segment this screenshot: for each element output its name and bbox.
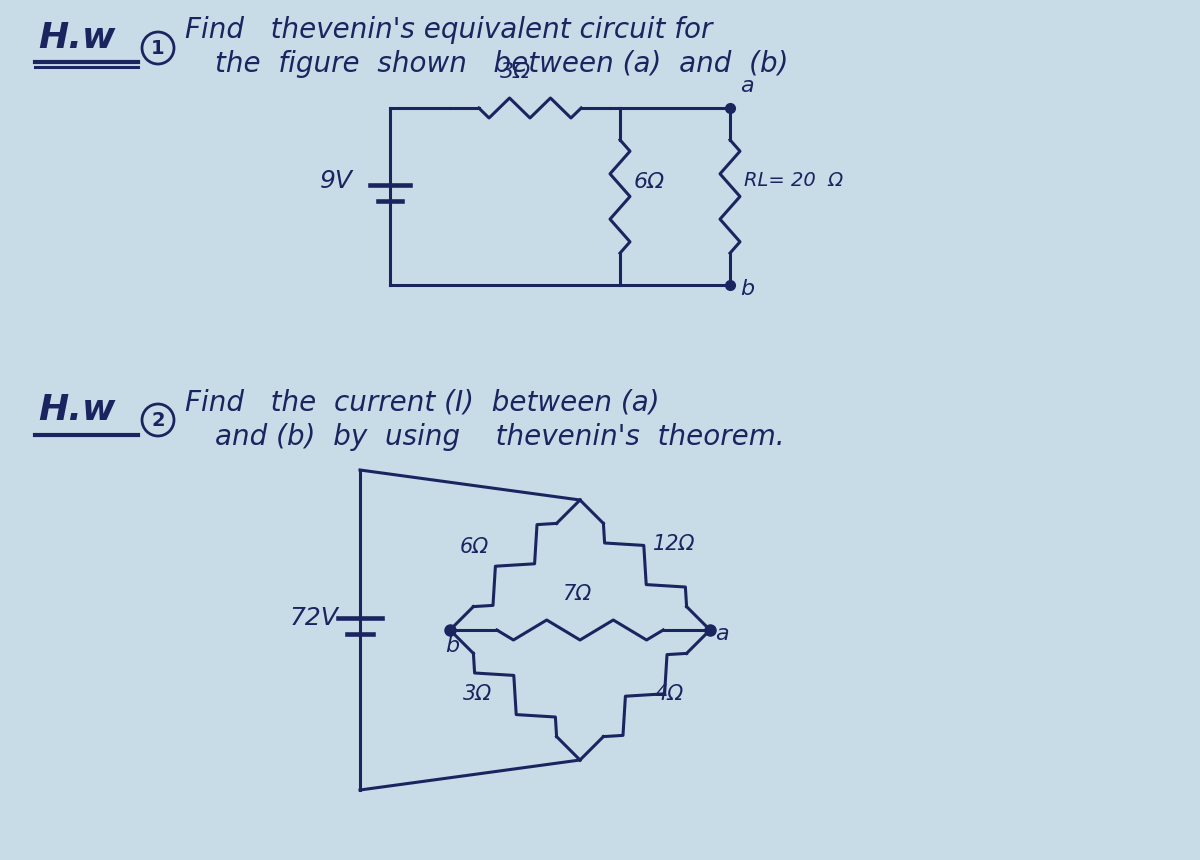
Text: 1: 1 (151, 39, 164, 58)
Text: a: a (740, 76, 754, 96)
Text: 2: 2 (151, 410, 164, 429)
Text: 6Ω: 6Ω (460, 537, 490, 557)
Text: the  figure  shown   between (a)  and  (b): the figure shown between (a) and (b) (215, 50, 788, 78)
Text: b: b (445, 636, 460, 656)
Text: and (b)  by  using    thevenin's  theorem.: and (b) by using thevenin's theorem. (215, 423, 785, 451)
Text: Find   the  current (I)  between (a): Find the current (I) between (a) (185, 388, 660, 416)
Text: Find   thevenin's equivalent circuit for: Find thevenin's equivalent circuit for (185, 16, 713, 44)
Text: 4Ω: 4Ω (655, 684, 684, 704)
Text: 12Ω: 12Ω (653, 534, 696, 554)
Text: 72V: 72V (290, 606, 338, 630)
Text: 6Ω: 6Ω (634, 173, 665, 193)
Text: 9V: 9V (320, 169, 353, 194)
Text: 3Ω: 3Ω (500, 62, 532, 82)
Text: 3Ω: 3Ω (463, 684, 492, 704)
Text: H.w: H.w (38, 393, 115, 427)
Text: a: a (715, 624, 728, 644)
Text: H.w: H.w (38, 21, 115, 55)
Text: 7Ω: 7Ω (562, 584, 592, 604)
Text: RL= 20  Ω: RL= 20 Ω (744, 171, 844, 191)
Text: b: b (740, 279, 754, 299)
